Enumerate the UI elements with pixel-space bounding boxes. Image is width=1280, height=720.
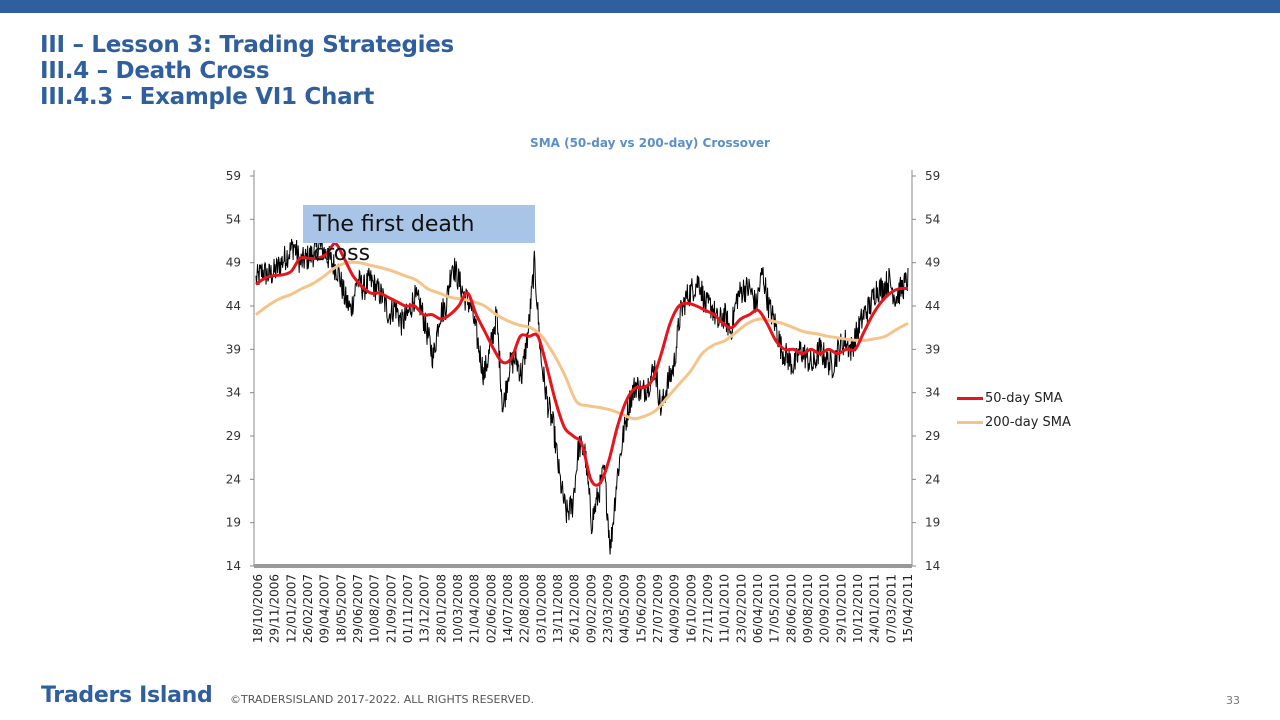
- legend-item-sma200: 200-day SMA: [957, 410, 1071, 434]
- chart-legend: 50-day SMA 200-day SMA: [957, 386, 1071, 434]
- x-tick-label: 10/08/2007: [368, 574, 382, 643]
- y-tick-label-left: 14: [226, 559, 241, 573]
- x-tick-label: 15/06/2009: [634, 574, 648, 643]
- x-tick-label: 12/01/2007: [284, 574, 298, 643]
- x-tick-label: 29/06/2007: [351, 574, 365, 643]
- legend-swatch-sma50: [957, 396, 983, 400]
- legend-item-sma50: 50-day SMA: [957, 386, 1071, 410]
- y-tick-label-left: 19: [226, 516, 241, 530]
- title-line-2: III.4 – Death Cross: [40, 58, 270, 84]
- legend-label-sma50: 50-day SMA: [985, 390, 1063, 406]
- y-tick-label-right: 34: [925, 386, 940, 400]
- x-tick-label: 10/12/2010: [851, 574, 865, 643]
- x-tick-label: 16/10/2009: [684, 574, 698, 643]
- x-tick-label: 15/04/2011: [901, 574, 915, 643]
- y-tick-label-left: 24: [226, 472, 241, 486]
- legend-swatch-sma200: [957, 420, 983, 424]
- x-tick-label: 11/01/2010: [718, 574, 732, 643]
- y-tick-label-left: 39: [226, 342, 241, 356]
- sma50-line: [255, 242, 909, 487]
- y-tick-label-right: 49: [925, 256, 940, 270]
- x-tick-label: 28/06/2010: [784, 574, 798, 643]
- x-tick-label: 09/04/2007: [318, 574, 332, 643]
- y-tick-label-right: 19: [925, 516, 940, 530]
- title-line-1: III – Lesson 3: Trading Strategies: [40, 32, 454, 58]
- x-tick-label: 13/12/2007: [418, 574, 432, 643]
- x-tick-label: 24/01/2011: [868, 574, 882, 643]
- y-tick-label-left: 34: [226, 386, 241, 400]
- y-tick-label-left: 54: [226, 212, 241, 226]
- page-title: III – Lesson 3: Trading Strategies III.4…: [40, 32, 454, 110]
- callout-box: [303, 205, 535, 243]
- x-tick-label: 21/09/2007: [384, 574, 398, 643]
- x-tick-label: 18/05/2007: [334, 574, 348, 643]
- x-tick-label: 09/02/2009: [584, 574, 598, 643]
- x-tick-label: 13/11/2008: [551, 574, 565, 643]
- x-tick-label: 17/05/2010: [768, 574, 782, 643]
- legend-label-sma200: 200-day SMA: [985, 414, 1071, 430]
- page-number: 33: [1226, 694, 1240, 707]
- y-tick-label-right: 24: [925, 472, 940, 486]
- x-tick-label: 14/07/2008: [501, 574, 515, 643]
- x-tick-label: 20/09/2010: [818, 574, 832, 643]
- x-tick-label: 29/10/2010: [834, 574, 848, 643]
- y-tick-label-right: 44: [925, 299, 940, 313]
- x-tick-label: 23/03/2009: [601, 574, 615, 643]
- y-tick-label-right: 14: [925, 559, 940, 573]
- x-tick-label: 22/08/2008: [518, 574, 532, 643]
- x-tick-label: 27/07/2009: [651, 574, 665, 643]
- x-tick-label: 04/09/2009: [668, 574, 682, 643]
- x-tick-label: 29/11/2006: [268, 574, 282, 643]
- y-tick-label-right: 54: [925, 212, 940, 226]
- y-tick-label-right: 39: [925, 342, 940, 356]
- price-line: [255, 236, 909, 555]
- footer-logo: Traders Island: [41, 683, 213, 708]
- x-tick-label: 06/04/2010: [751, 574, 765, 643]
- y-tick-label-right: 29: [925, 429, 940, 443]
- title-line-3: III.4.3 – Example VI1 Chart: [40, 84, 375, 110]
- y-tick-label-left: 59: [226, 169, 241, 183]
- chart-title: SMA (50-day vs 200-day) Crossover: [530, 136, 770, 150]
- sma200-line: [255, 260, 909, 421]
- x-tick-label: 09/08/2010: [801, 574, 815, 643]
- x-tick-label: 18/10/2006: [251, 574, 265, 643]
- x-tick-label: 26/12/2008: [568, 574, 582, 643]
- x-tick-label: 26/02/2007: [301, 574, 315, 643]
- x-tick-label: 01/11/2007: [401, 574, 415, 643]
- x-tick-label: 28/01/2008: [434, 574, 448, 643]
- x-tick-label: 07/03/2011: [884, 574, 898, 643]
- x-tick-label: 03/10/2008: [534, 574, 548, 643]
- x-tick-label: 27/11/2009: [701, 574, 715, 643]
- x-tick-label: 23/02/2010: [734, 574, 748, 643]
- top-accent-bar: [0, 0, 1280, 13]
- x-tick-label: 02/06/2008: [484, 574, 498, 643]
- x-tick-label: 10/03/2008: [451, 574, 465, 643]
- callout-text: The first death cross: [313, 212, 475, 266]
- x-tick-label: 04/05/2009: [618, 574, 632, 643]
- y-tick-label-right: 59: [925, 169, 940, 183]
- y-tick-label-left: 44: [226, 299, 241, 313]
- y-tick-label-left: 49: [226, 256, 241, 270]
- x-tick-label: 21/04/2008: [468, 574, 482, 643]
- y-tick-label-left: 29: [226, 429, 241, 443]
- footer-copyright: ©TRADERSISLAND 2017-2022. ALL RIGHTS RES…: [230, 693, 534, 706]
